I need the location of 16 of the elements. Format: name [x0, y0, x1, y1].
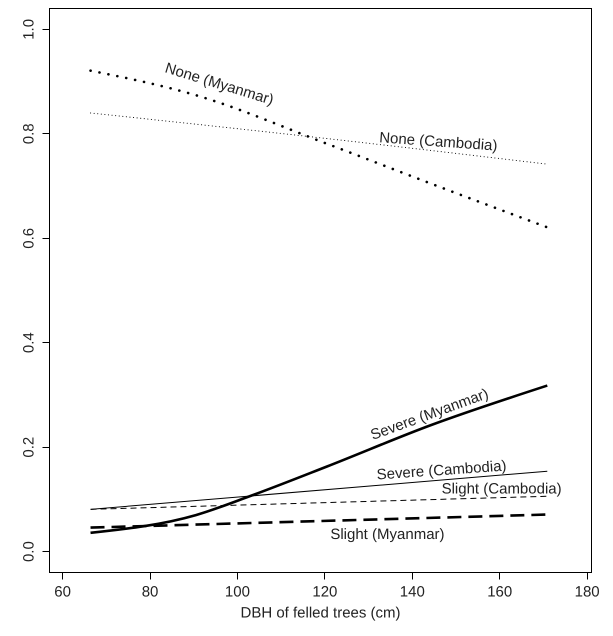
x-tick-label: 140	[400, 584, 425, 600]
x-tick-label: 80	[142, 584, 158, 600]
series-label: None (Cambodia)	[378, 129, 498, 155]
x-tick-label: 160	[487, 584, 512, 600]
x-tick-label: 100	[224, 584, 250, 600]
x-tick-label: 180	[574, 584, 600, 600]
x-tick-label: 120	[312, 584, 338, 600]
series-label: Slight (Myanmar)	[330, 526, 445, 544]
y-tick-label: 0.6	[20, 228, 38, 249]
y-tick-label: 0.2	[20, 436, 38, 458]
y-tick-label: 0.4	[20, 332, 38, 354]
y-tick-label: 1.0	[20, 18, 38, 40]
y-tick-label: 0.8	[20, 123, 38, 144]
x-axis-title: DBH of felled trees (cm)	[240, 604, 401, 622]
y-tick-label: 0.0	[20, 541, 38, 562]
x-tick-label: 60	[54, 584, 71, 600]
